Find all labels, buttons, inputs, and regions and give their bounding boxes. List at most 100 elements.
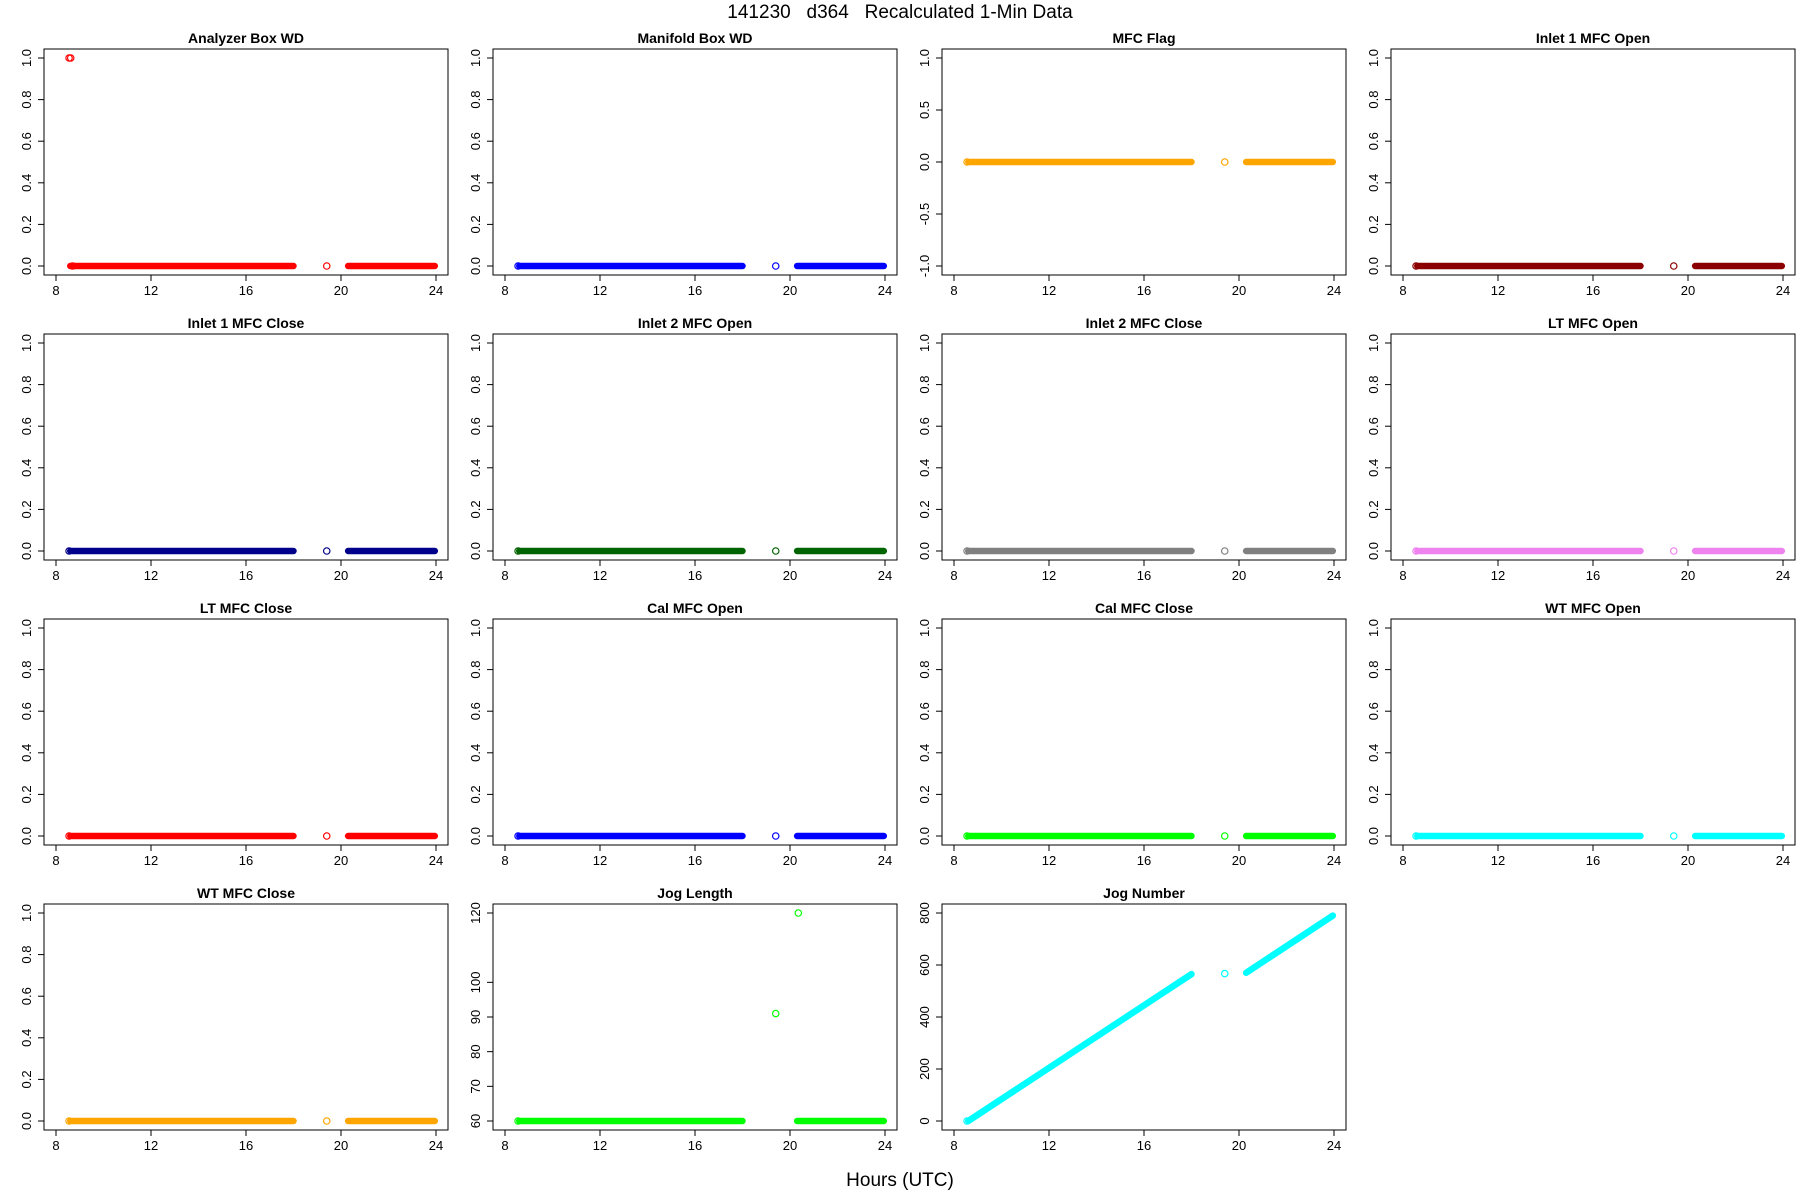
y-tick-label: 0.2 <box>1366 500 1381 518</box>
panel-title: Inlet 2 MFC Open <box>638 315 752 331</box>
x-tick-label: 16 <box>1586 283 1600 298</box>
plot-frame <box>43 618 449 846</box>
x-tick-label: 8 <box>1399 853 1406 868</box>
data-point <box>65 832 73 840</box>
data-point <box>1412 262 1420 270</box>
plot-frame <box>941 618 1347 846</box>
y-tick-label: 0.0 <box>917 153 932 171</box>
data-point <box>771 832 780 840</box>
y-tick-label: 0.4 <box>1366 744 1381 762</box>
main-title: 141230 d364 Recalculated 1-Min Data <box>727 2 1073 23</box>
plot-frame <box>492 48 898 276</box>
y-axis: 0.0 0.2 0.4 0.6 0.8 1.0 <box>1366 619 1392 845</box>
y-axis: 0.0 0.2 0.4 0.6 0.8 1.0 <box>19 334 45 560</box>
panel-jog-length: Jog Length 8 12 16 20 24 60 70 80 90 100 120 <box>468 885 898 1153</box>
data-point <box>963 832 971 840</box>
x-axis: 8 12 16 20 24 <box>501 844 892 868</box>
y-tick-label: 0.6 <box>19 702 34 720</box>
y-tick-label: 0.2 <box>1366 785 1381 803</box>
y-tick-label: 90 <box>468 1010 483 1024</box>
data-series-run <box>1242 912 1337 977</box>
x-tick-label: 20 <box>334 568 348 583</box>
panel-analyzer-box-wd: Analyzer Box WD 8 12 16 20 24 0.0 0.2 0.4 0.6 0.8 1… <box>19 30 449 298</box>
x-tick-label: 24 <box>1776 853 1790 868</box>
panel-cal-mfc-open: Cal MFC Open 8 12 16 20 24 0.0 0.2 0.4 0.6 0.8 1.0 <box>468 600 898 868</box>
y-axis: 0 200 400 600 800 <box>917 902 943 1125</box>
y-tick-label: 1.0 <box>1366 619 1381 637</box>
x-axis: 8 12 16 20 24 <box>950 274 1341 298</box>
data-point <box>514 547 522 555</box>
x-tick-label: 8 <box>52 568 59 583</box>
x-tick-label: 12 <box>593 1138 607 1153</box>
y-axis: 0.0 0.2 0.4 0.6 0.8 1.0 <box>917 619 943 845</box>
x-tick-label: 8 <box>52 283 59 298</box>
x-tick-label: 20 <box>783 853 797 868</box>
y-tick-label: 0.0 <box>19 257 34 275</box>
y-tick-label: 600 <box>917 954 932 976</box>
y-tick-label: 0.8 <box>468 91 483 109</box>
y-tick-label: 80 <box>468 1044 483 1058</box>
x-tick-label: 12 <box>593 568 607 583</box>
y-tick-label: 0.6 <box>468 132 483 150</box>
x-axis: 8 12 16 20 24 <box>52 559 443 583</box>
x-tick-label: 24 <box>429 1138 443 1153</box>
y-tick-label: 0.0 <box>1366 257 1381 275</box>
x-axis: 8 12 16 20 24 <box>950 844 1341 868</box>
y-axis: 0.0 0.2 0.4 0.6 0.8 1.0 <box>1366 49 1392 275</box>
x-tick-label: 8 <box>52 853 59 868</box>
x-tick-label: 20 <box>1232 283 1246 298</box>
panel-lt-mfc-open: LT MFC Open 8 12 16 20 24 0.0 0.2 0.4 0.6 0.8 1.0 <box>1366 315 1796 583</box>
panel-title: Inlet 1 MFC Open <box>1536 30 1650 46</box>
y-tick-label: 70 <box>468 1079 483 1093</box>
x-tick-label: 12 <box>1491 568 1505 583</box>
panel-title: Inlet 2 MFC Close <box>1086 315 1203 331</box>
data-point <box>322 262 331 270</box>
panel-manifold-box-wd: Manifold Box WD 8 12 16 20 24 0.0 0.2 0.4 0.6 0.8 1… <box>468 30 898 298</box>
x-tick-label: 20 <box>1681 283 1695 298</box>
x-tick-label: 12 <box>1491 283 1505 298</box>
x-tick-label: 8 <box>1399 568 1406 583</box>
y-tick-label: 0.2 <box>19 785 34 803</box>
panel-title: Jog Length <box>657 885 732 901</box>
y-tick-label: 120 <box>468 902 483 924</box>
y-axis: 0.0 0.2 0.4 0.6 0.8 1.0 <box>468 334 494 560</box>
y-tick-label: 0.4 <box>19 744 34 762</box>
data-point <box>322 547 331 555</box>
plot-frame <box>43 48 449 276</box>
y-axis: 0.0 0.2 0.4 0.6 0.8 1.0 <box>468 49 494 275</box>
y-tick-label: 0.6 <box>917 417 932 435</box>
x-tick-label: 24 <box>878 1138 892 1153</box>
x-tick-label: 12 <box>1042 568 1056 583</box>
x-tick-label: 8 <box>1399 283 1406 298</box>
y-tick-label: 0.2 <box>19 215 34 233</box>
y-tick-label: 1.0 <box>917 49 932 67</box>
y-tick-label: 0.0 <box>917 542 932 560</box>
plot-frame <box>1390 48 1796 276</box>
y-tick-label: 0.0 <box>1366 542 1381 560</box>
y-tick-label: 0.4 <box>468 459 483 477</box>
y-tick-label: 0 <box>917 1117 932 1124</box>
panel-title: Cal MFC Close <box>1095 600 1193 616</box>
x-tick-label: 20 <box>783 1138 797 1153</box>
y-axis: 0.0 0.2 0.4 0.6 0.8 1.0 <box>1366 334 1392 560</box>
y-tick-label: 1.0 <box>917 619 932 637</box>
y-axis: 0.0 0.2 0.4 0.6 0.8 1.0 <box>19 619 45 845</box>
plot-frame <box>1390 333 1796 561</box>
x-tick-label: 16 <box>1137 1138 1151 1153</box>
x-tick-label: 8 <box>501 1138 508 1153</box>
x-tick-label: 12 <box>1491 853 1505 868</box>
panel-title: MFC Flag <box>1113 30 1176 46</box>
x-tick-label: 24 <box>429 283 443 298</box>
y-tick-label: 0.0 <box>468 542 483 560</box>
y-tick-label: 0.8 <box>1366 91 1381 109</box>
data-point <box>794 909 803 917</box>
plot-frame <box>492 618 898 846</box>
y-tick-label: 1.0 <box>1366 334 1381 352</box>
y-tick-label: 0.4 <box>1366 459 1381 477</box>
x-tick-label: 20 <box>1232 568 1246 583</box>
data-point <box>322 1117 331 1125</box>
y-tick-label: 0.2 <box>19 500 34 518</box>
